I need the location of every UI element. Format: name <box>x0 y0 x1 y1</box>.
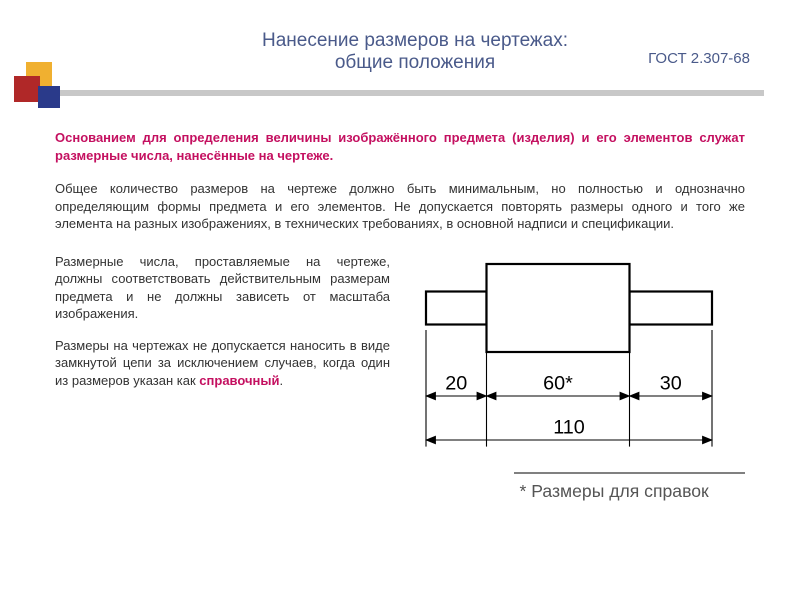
para-1: Общее количество размеров на чертеже дол… <box>55 180 745 233</box>
gost-label: ГОСТ 2.307-68 <box>648 50 750 67</box>
rule-line <box>44 90 764 96</box>
svg-text:30: 30 <box>660 372 682 394</box>
decoration <box>14 80 774 120</box>
svg-text:110: 110 <box>553 416 585 438</box>
left-column: Размерные числа, проставляемые на чертеж… <box>55 253 390 404</box>
svg-text:60*: 60* <box>543 372 573 394</box>
left-para-2b: . <box>279 373 283 388</box>
header: Нанесение размеров на чертежах: общие по… <box>0 0 800 74</box>
diagram-svg: 20 60* 30 110 * Размеры для справок <box>415 253 745 512</box>
svg-text:20: 20 <box>445 372 467 394</box>
columns: Размерные числа, проставляемые на чертеж… <box>55 253 745 516</box>
content: Основанием для определения величины изоб… <box>0 74 800 516</box>
technical-diagram: 20 60* 30 110 * Размеры для справок <box>415 253 745 516</box>
highlight-text: Основанием для определения величины изоб… <box>55 129 745 164</box>
left-para-1: Размерные числа, проставляемые на чертеж… <box>55 253 390 323</box>
title-line-1: Нанесение размеров на чертежах: <box>80 30 750 52</box>
ref-word: справочный <box>199 373 279 388</box>
square-blue-icon <box>38 86 60 108</box>
left-para-2: Размеры на чертежах не допускается нанос… <box>55 337 390 390</box>
svg-text:* Размеры для справок: * Размеры для справок <box>520 481 710 501</box>
square-red-icon <box>14 76 40 102</box>
page-title: Нанесение размеров на чертежах: общие по… <box>50 30 750 74</box>
